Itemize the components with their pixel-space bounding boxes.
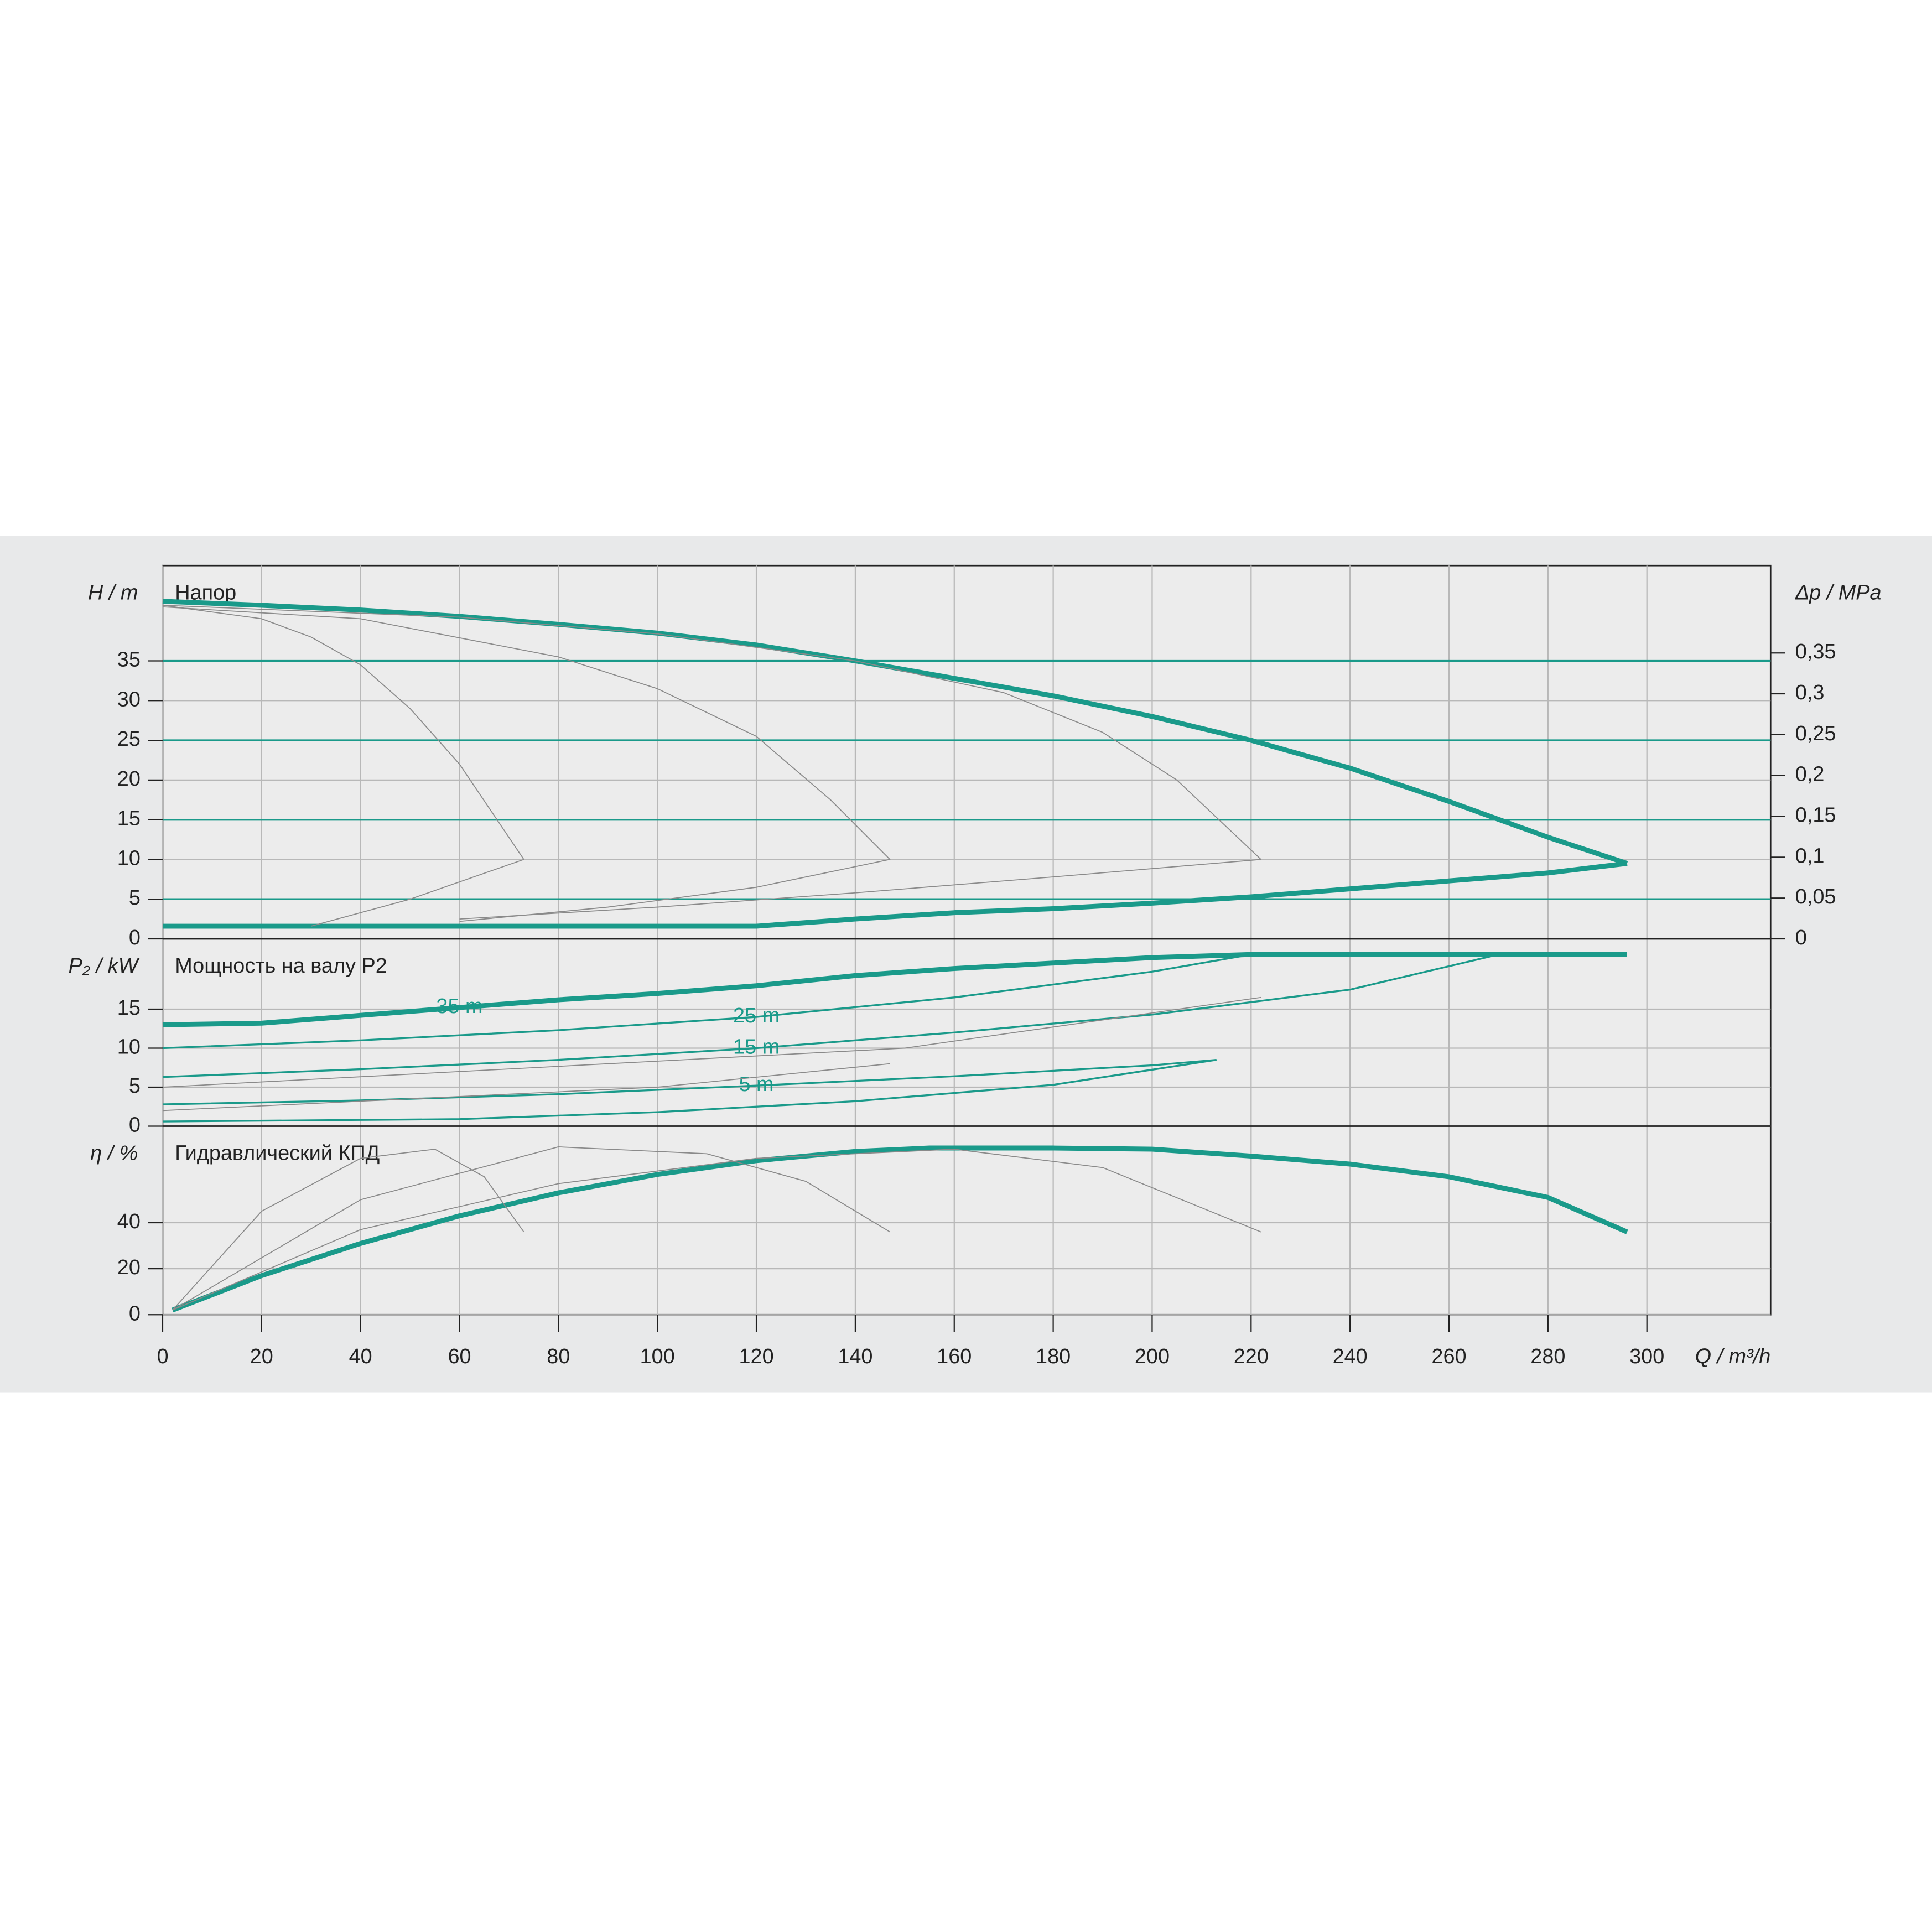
curve bbox=[162, 1063, 890, 1112]
x-tick-label: 160 bbox=[937, 1345, 972, 1368]
x-tick-label: 300 bbox=[1629, 1345, 1664, 1368]
y-tick-label: 5 bbox=[129, 886, 141, 910]
x-tick-label: 140 bbox=[838, 1345, 872, 1368]
x-tick-label: 120 bbox=[739, 1345, 773, 1368]
y-tick-label: 0 bbox=[129, 1302, 141, 1325]
curve bbox=[162, 599, 1628, 866]
x-tick-label: 40 bbox=[349, 1345, 372, 1368]
y-tick-label: 35 bbox=[117, 648, 141, 671]
y-axis-label: η / % bbox=[90, 1142, 138, 1165]
y-axis-label: P₂ / kW bbox=[69, 954, 140, 978]
x-tick-label: 240 bbox=[1333, 1345, 1368, 1368]
y2-axis-label: Δp / MPa bbox=[1795, 581, 1882, 604]
y2-tick-label: 0,05 bbox=[1795, 885, 1836, 908]
y-tick-label: 20 bbox=[117, 1256, 141, 1279]
panel-title: Мощность на валу P2 bbox=[175, 954, 387, 978]
panel-title: Гидравлический КПД bbox=[175, 1142, 380, 1165]
y-axis-label: H / m bbox=[88, 581, 138, 604]
x-tick-label: 80 bbox=[547, 1345, 570, 1368]
curve-label: 35 m bbox=[436, 995, 482, 1018]
x-tick-label: 200 bbox=[1135, 1345, 1170, 1368]
y-tick-label: 10 bbox=[117, 846, 141, 870]
y2-tick-label: 0,3 bbox=[1795, 681, 1825, 704]
x-tick-label: 180 bbox=[1036, 1345, 1071, 1368]
y2-tick-label: 0,25 bbox=[1795, 722, 1836, 745]
curve bbox=[162, 1058, 1217, 1123]
x-tick-label: 220 bbox=[1234, 1345, 1269, 1368]
x-axis-label: Q / m³/h bbox=[1695, 1345, 1771, 1368]
y2-tick-label: 0,2 bbox=[1795, 763, 1825, 786]
curve-label: 25 m bbox=[733, 1004, 780, 1027]
y-tick-label: 25 bbox=[117, 728, 141, 751]
x-tick-label: 0 bbox=[157, 1345, 168, 1368]
curve bbox=[162, 952, 1627, 1027]
y-tick-label: 15 bbox=[117, 807, 141, 830]
y2-tick-label: 0 bbox=[1795, 926, 1807, 949]
curve bbox=[162, 606, 891, 922]
curve bbox=[162, 861, 1628, 929]
x-tick-label: 60 bbox=[448, 1345, 471, 1368]
curve bbox=[172, 1149, 524, 1311]
y-tick-label: 15 bbox=[117, 996, 141, 1020]
y-tick-label: 5 bbox=[129, 1074, 141, 1098]
curve bbox=[172, 1149, 1261, 1311]
y-tick-label: 10 bbox=[117, 1035, 141, 1058]
x-tick-label: 260 bbox=[1431, 1345, 1466, 1368]
curve bbox=[162, 1058, 1217, 1105]
x-tick-label: 100 bbox=[640, 1345, 675, 1368]
curve bbox=[162, 605, 1262, 920]
curve bbox=[162, 953, 1627, 1078]
y-tick-label: 40 bbox=[117, 1210, 141, 1233]
x-tick-label: 280 bbox=[1530, 1345, 1565, 1368]
y2-tick-label: 0,35 bbox=[1795, 640, 1836, 663]
y2-tick-label: 0,15 bbox=[1795, 804, 1836, 827]
curve bbox=[172, 1145, 1628, 1313]
y2-tick-label: 0,1 bbox=[1795, 844, 1825, 868]
curve bbox=[162, 605, 524, 927]
y-tick-label: 0 bbox=[129, 1114, 141, 1137]
plot-area bbox=[162, 564, 1772, 1316]
y-tick-label: 0 bbox=[129, 926, 141, 949]
curve bbox=[162, 953, 1251, 1050]
y-tick-label: 30 bbox=[117, 688, 141, 711]
x-tick-label: 20 bbox=[250, 1345, 273, 1368]
y-tick-label: 20 bbox=[117, 767, 141, 791]
curve bbox=[162, 996, 1261, 1088]
curve bbox=[172, 1146, 890, 1311]
